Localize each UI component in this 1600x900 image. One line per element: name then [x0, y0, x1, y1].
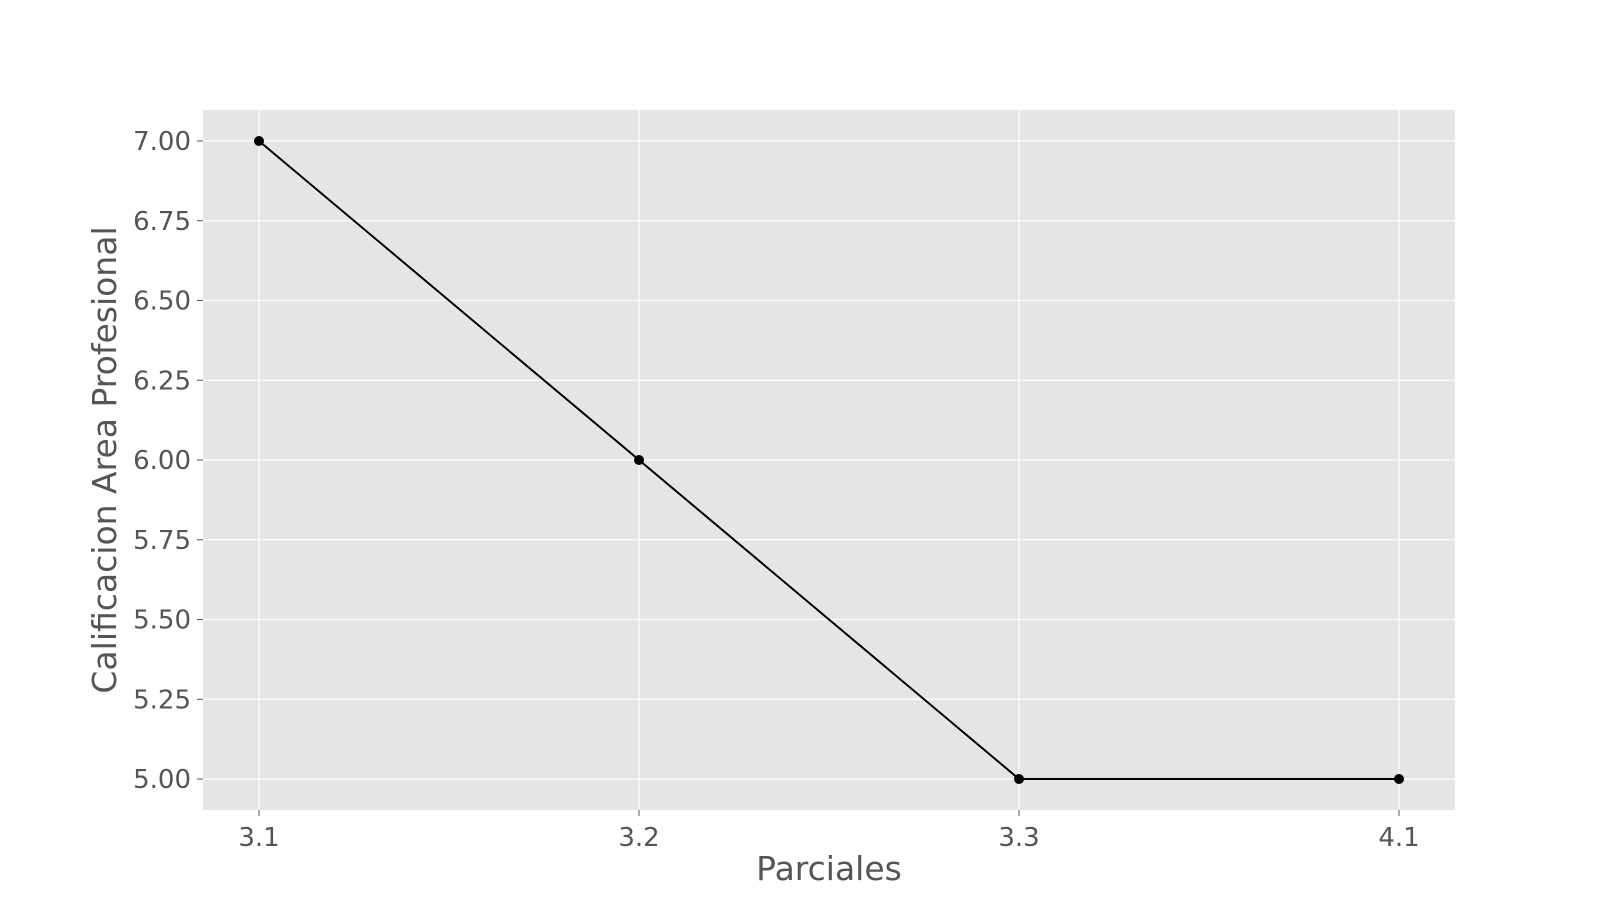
y-tick-label: 5.50 — [133, 606, 191, 636]
data-point — [254, 136, 264, 146]
series-line — [258, 140, 1399, 780]
y-tick-label: 5.75 — [133, 526, 191, 556]
y-axis-title: Calificacion Area Profesional — [85, 226, 124, 693]
y-tick-label: 6.75 — [133, 207, 191, 237]
data-point — [634, 455, 644, 465]
x-axis-title: Parciales — [756, 849, 902, 888]
y-tick-label: 7.00 — [133, 127, 191, 157]
y-tick-label: 6.50 — [133, 287, 191, 317]
data-point — [1014, 774, 1024, 784]
y-tick-label: 6.25 — [133, 366, 191, 396]
axis-ticks: 5.00 5.25 5.50 5.75 6.00 6.25 6.50 6.75 7.00 3.1 3… — [133, 127, 1420, 853]
y-tick-label: 6.00 — [133, 446, 191, 476]
y-tick-label: 5.00 — [133, 765, 191, 795]
x-tick-label: 3.3 — [998, 823, 1039, 853]
series-layer — [254, 136, 1404, 784]
y-tick-label: 5.25 — [133, 685, 191, 715]
x-tick-label: 3.1 — [238, 823, 279, 853]
x-tick-label: 4.1 — [1378, 823, 1419, 853]
x-tick-label: 3.2 — [618, 823, 659, 853]
data-point — [1394, 774, 1404, 784]
